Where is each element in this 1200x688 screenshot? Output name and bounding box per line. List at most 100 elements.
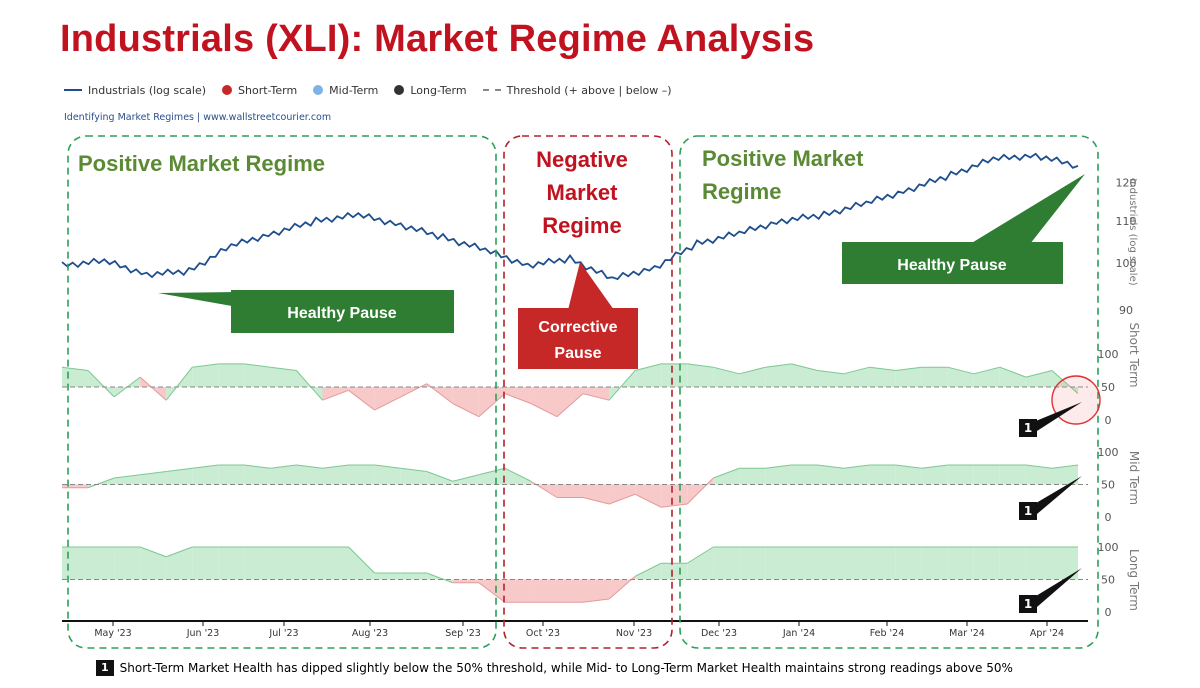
health-area (192, 547, 219, 580)
health-area (530, 387, 557, 417)
health-area (452, 387, 479, 417)
health-area (1025, 547, 1052, 580)
health-area (88, 547, 115, 580)
note-badges: 1 1 1 (1019, 375, 1101, 613)
note-badge (1019, 502, 1037, 520)
health-line-segment (817, 370, 844, 375)
callout-label: Healthy Pause (287, 305, 396, 322)
health-line-segment (270, 464, 297, 469)
regime-label: Positive Market (702, 146, 864, 171)
health-area (504, 468, 531, 485)
health-area (374, 387, 401, 411)
health-line-segment (114, 474, 141, 479)
health-line-segment (686, 477, 714, 505)
health-area (140, 547, 167, 580)
health-area (556, 579, 584, 603)
health-line-segment (661, 503, 688, 508)
health-line-segment (348, 546, 375, 574)
health-line-segment (400, 383, 427, 398)
health-line-segment (244, 363, 271, 368)
note-badge (1019, 595, 1037, 613)
health-area (478, 579, 505, 603)
health-area (1051, 465, 1078, 485)
health-area (661, 484, 688, 508)
health-line-segment (921, 464, 948, 469)
health-area (192, 465, 219, 485)
health-line-segment (947, 366, 974, 375)
health-area (1025, 465, 1052, 485)
callout-pointer (158, 292, 238, 306)
health-area (348, 465, 375, 485)
health-area (895, 547, 922, 580)
legend-item-short-term: Short-Term (222, 84, 297, 97)
health-line-segment (1025, 464, 1053, 469)
health-line-segment (166, 546, 193, 558)
health-area (999, 547, 1026, 580)
health-line-segment (140, 471, 167, 476)
health-line-segment (478, 393, 506, 418)
health-line-segment (634, 493, 662, 508)
health-tick-label: 0 (1105, 414, 1112, 427)
legend-label-industrials: Industrials (log scale) (88, 83, 207, 97)
health-area (635, 563, 662, 580)
health-area (140, 471, 167, 485)
health-line-segment (504, 393, 532, 404)
health-area (114, 474, 141, 485)
health-area (765, 547, 792, 580)
price-tick-label: 120 (1116, 176, 1137, 189)
regime-label: Negative (536, 147, 628, 172)
health-line-segment (817, 464, 844, 469)
health-area (452, 474, 479, 485)
source-credit: Identifying Market Regimes | www.wallstr… (64, 112, 332, 123)
health-line-segment (452, 474, 479, 482)
health-area (478, 387, 505, 417)
highlight-circle (1051, 375, 1101, 425)
note-arrow (1031, 402, 1082, 431)
legend-item-long-term: Long-Term (394, 84, 467, 97)
x-tick-label: May '23 (94, 628, 131, 639)
health-area (817, 465, 844, 485)
chart-legend: Industrials (log scale) Short-Term Mid-T… (64, 82, 672, 98)
price-tick-label: 90 (1119, 304, 1133, 317)
health-tick-label: 50 (1101, 381, 1115, 394)
health-area (244, 465, 271, 485)
health-area (791, 547, 818, 580)
health-line-segment (582, 393, 610, 401)
health-line-segment (452, 403, 480, 418)
x-tick-label: Apr '24 (1030, 628, 1064, 639)
health-area (374, 465, 401, 485)
health-area (322, 387, 349, 401)
health-line-segment (374, 464, 401, 469)
health-line-segment (478, 467, 505, 476)
regime-box-positive (67, 135, 497, 649)
health-area (400, 468, 427, 485)
health-line-segment (478, 582, 506, 603)
health-area (218, 363, 245, 387)
health-area (661, 363, 688, 387)
health-axis-label: Mid Term (1127, 451, 1141, 505)
health-tick-label: 50 (1101, 479, 1115, 492)
health-area (687, 363, 714, 387)
callout-label: Corrective (538, 319, 617, 336)
health-line-segment (686, 546, 714, 564)
callout-label: Pause (554, 345, 601, 362)
health-area (478, 468, 505, 485)
health-tick-label: 0 (1105, 511, 1112, 524)
health-area (791, 465, 818, 485)
health-tick-label: 100 (1098, 446, 1119, 459)
note-badge-number: 1 (1024, 421, 1032, 435)
legend-swatch-mid-term (313, 85, 324, 95)
health-area (999, 465, 1026, 485)
x-tick-label: Oct '23 (526, 628, 560, 639)
health-axis-label: Short Term (1127, 322, 1141, 387)
callout-box-red (518, 308, 638, 369)
health-area (947, 547, 974, 580)
health-panel-1: 0 50 100 Mid Term (62, 446, 1141, 524)
legend-label-short-term: Short-Term (238, 83, 298, 97)
health-area (687, 547, 714, 580)
health-area (869, 547, 896, 580)
health-area (635, 484, 662, 508)
x-tick-label: Sep '23 (445, 628, 481, 639)
health-line-segment (713, 366, 740, 375)
x-tick-label: Mar '24 (949, 628, 985, 639)
